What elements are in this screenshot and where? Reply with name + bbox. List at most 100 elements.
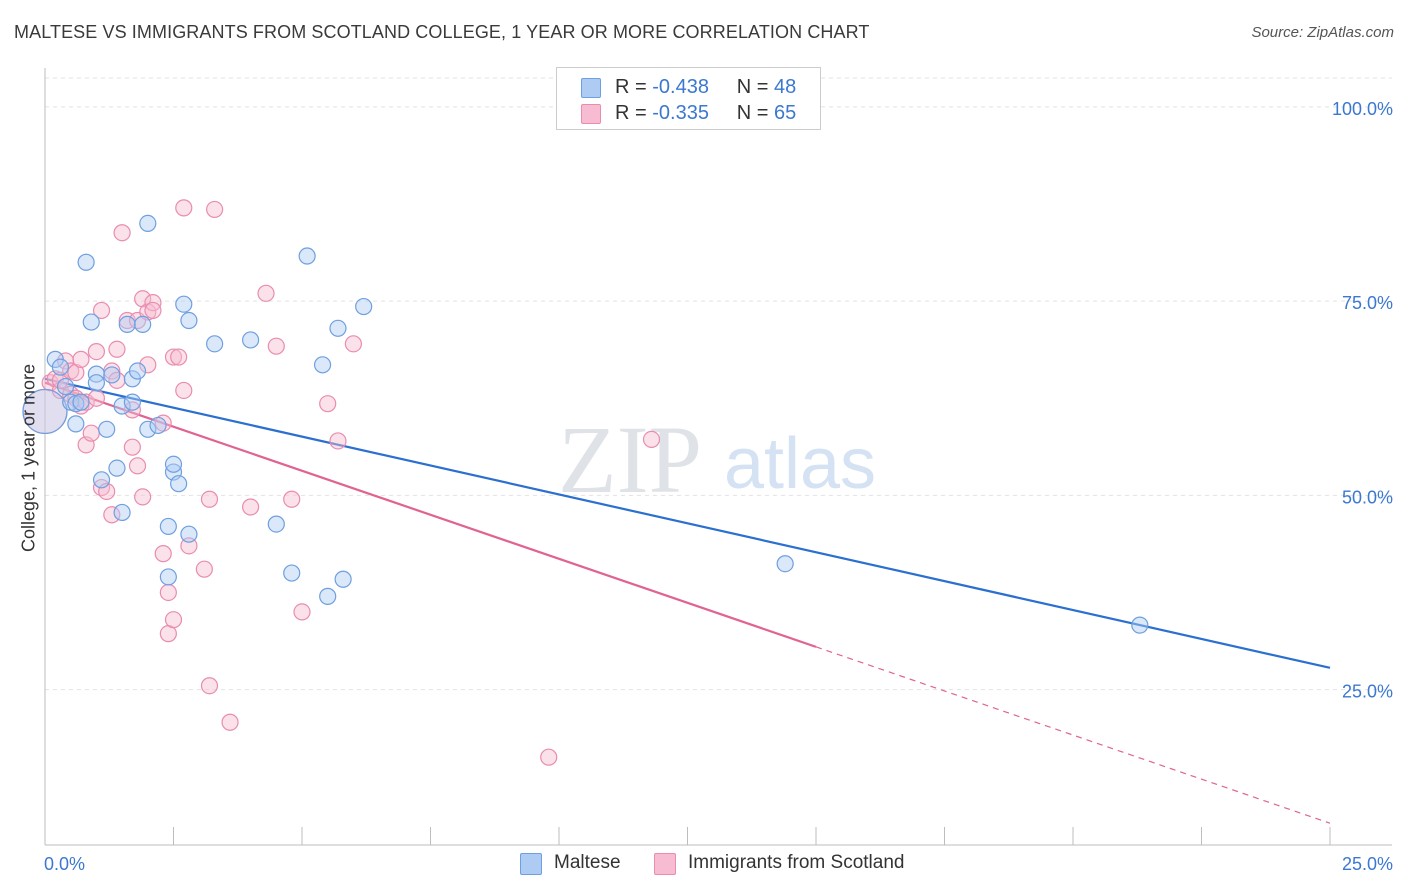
maltese-point <box>139 420 157 438</box>
maltese-point <box>242 331 260 349</box>
maltese-point <box>113 397 131 415</box>
legend-swatch-scotland <box>581 104 601 124</box>
legend-n-value: 65 <box>774 102 797 124</box>
maltese-point <box>170 475 188 493</box>
source-note: Source: ZipAtlas.com <box>1251 24 1394 41</box>
scotland-point <box>92 301 111 320</box>
y-tick-label: 75.0% <box>1342 293 1393 313</box>
scotland-point <box>72 350 90 368</box>
scotland-point <box>164 611 183 629</box>
bottom-legend-swatch-scotland <box>654 853 676 875</box>
scotland-point <box>103 506 121 524</box>
legend-r-value: -0.438 <box>652 76 709 98</box>
x-tick-label-max: 25.0% <box>1342 854 1393 874</box>
maltese-point <box>149 416 167 435</box>
maltese-point <box>175 295 193 313</box>
maltese-point <box>118 315 136 334</box>
trend-layer <box>44 377 1331 824</box>
maltese-point <box>108 459 126 477</box>
x-tick-label-min: 0.0% <box>44 854 85 874</box>
maltese-point <box>283 564 301 582</box>
scotland-point <box>329 432 347 450</box>
scotland-point <box>200 677 219 695</box>
maltese-point <box>355 297 373 316</box>
watermark-zip: ZIP <box>558 406 702 513</box>
maltese-point <box>77 253 95 271</box>
maltese-point <box>776 555 794 573</box>
maltese-point <box>313 356 332 374</box>
label-layer: 25.0% 50.0% 75.0% 100.0% 0.0% 25.0% <box>44 99 1393 874</box>
axis-layer <box>44 68 1392 846</box>
maltese-point <box>159 568 177 586</box>
bottom-legend-swatch-maltese <box>520 853 542 875</box>
scotland-point <box>128 457 147 475</box>
bottom-legend-label: Maltese <box>554 852 621 873</box>
maltese-point <box>103 366 121 384</box>
maltese-point <box>134 315 152 334</box>
scotland-point <box>134 488 152 506</box>
maltese-point <box>72 393 90 411</box>
scotland-point <box>242 498 260 516</box>
maltese-point <box>180 525 198 543</box>
scotland-point <box>82 424 100 442</box>
scotland-point <box>159 583 177 602</box>
maltese-point <box>267 515 285 533</box>
maltese-point <box>82 313 100 331</box>
scotland-point <box>540 748 558 766</box>
maltese-point <box>67 415 85 433</box>
maltese-point <box>1131 616 1149 634</box>
scotland-point <box>267 337 285 355</box>
scotland-point <box>195 560 213 578</box>
chart-title: MALTESE VS IMMIGRANTS FROM SCOTLAND COLL… <box>14 22 870 42</box>
scotland-point <box>221 713 239 731</box>
maltese-point <box>206 335 224 353</box>
scotland-point <box>154 545 172 563</box>
scotland-point <box>257 284 275 302</box>
maltese-point <box>22 388 68 435</box>
scotland-trend-line <box>44 381 817 648</box>
scotland-point <box>283 490 301 508</box>
y-tick-label: 50.0% <box>1342 487 1393 507</box>
maltese-point <box>92 471 111 489</box>
maltese-trend-line <box>44 377 1331 669</box>
y-axis-label: College, 1 year or more <box>18 363 39 553</box>
maltese-point <box>298 247 316 265</box>
grid-layer <box>45 77 1392 691</box>
scotland-point <box>67 363 85 382</box>
scotland-point <box>113 224 131 242</box>
scotland-point <box>123 438 141 456</box>
scotland-point <box>164 348 183 366</box>
maltese-point <box>51 358 70 376</box>
scotland-trend-extension <box>815 646 1331 824</box>
legend-text: R = -0.335 N = 65 <box>615 102 796 125</box>
scotland-point <box>108 340 126 358</box>
legend-n-value: 48 <box>774 76 797 98</box>
maltese-point <box>87 374 106 392</box>
maltese-point <box>56 377 75 396</box>
maltese-point <box>113 503 131 522</box>
maltese-point <box>319 587 337 605</box>
legend-swatch-maltese <box>581 78 601 98</box>
scotland-point <box>293 603 311 621</box>
scotland-point <box>87 389 106 407</box>
scotland-point <box>144 301 162 320</box>
maltese-point <box>123 393 141 411</box>
bottom-legend-label: Immigrants from Scotland <box>688 852 905 873</box>
legend-r-value: -0.335 <box>652 102 709 124</box>
legend-r-label: R = <box>615 102 647 124</box>
y-tick-label: 100.0% <box>1332 99 1393 119</box>
scotland-point <box>87 343 106 361</box>
maltese-point <box>164 455 183 473</box>
maltese-point <box>159 517 177 536</box>
scotland-point <box>170 348 188 366</box>
maltese-point <box>98 420 116 438</box>
maltese-point <box>329 319 347 337</box>
correlation-legend: R = -0.438 N = 48 R = -0.335 N = 65 <box>556 67 821 130</box>
scotland-point <box>206 200 224 219</box>
scotland-point <box>175 381 193 400</box>
maltese-point <box>139 214 157 232</box>
legend-text: R = -0.438 N = 48 <box>615 76 796 99</box>
scotland-point <box>344 335 362 353</box>
legend-n-label: N = <box>736 102 769 124</box>
